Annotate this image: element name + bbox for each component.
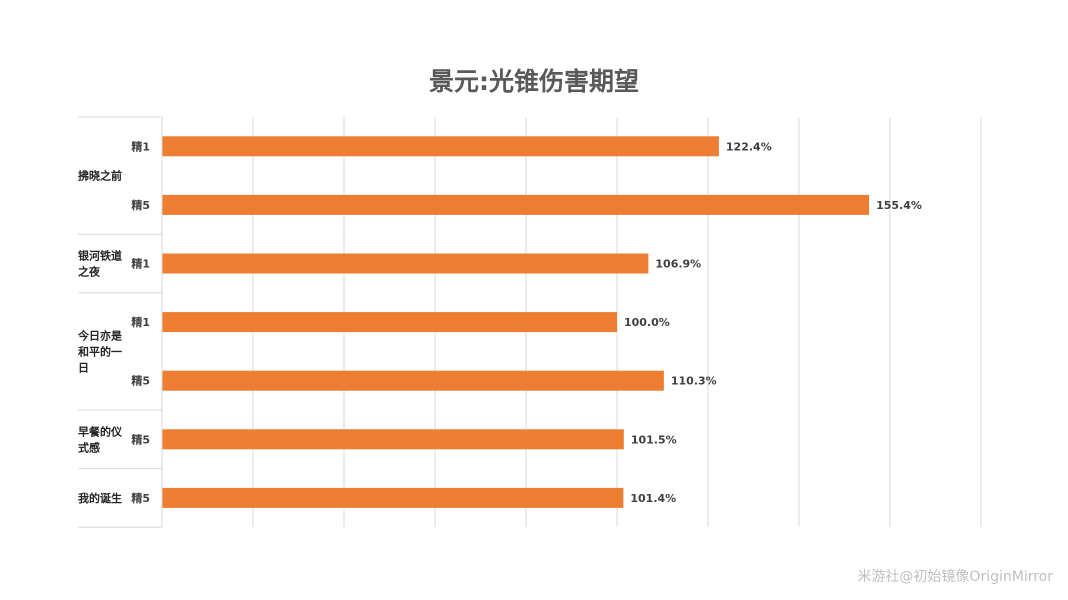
bar-value-label: 101.4% <box>630 492 676 505</box>
bar-4-0 <box>162 487 624 508</box>
category-label: 今日亦是 <box>77 328 123 342</box>
category-label: 拂晓之前 <box>78 169 122 183</box>
bar-0-1 <box>162 194 870 215</box>
bar-value-label: 122.4% <box>726 140 772 153</box>
category-label: 早餐的仪 <box>78 424 123 438</box>
bar-sublabel: 精5 <box>131 432 150 446</box>
category-label: 银河铁道 <box>78 249 122 263</box>
bar-value-label: 106.9% <box>655 258 701 271</box>
category-label: 我的诞生 <box>78 491 122 505</box>
bar-value-label: 101.5% <box>631 433 677 446</box>
chart-title: 景元:光锥伤害期望 <box>429 67 639 96</box>
bar-sublabel: 精5 <box>131 198 150 212</box>
bar-sublabel: 精1 <box>131 139 150 153</box>
bar-value-label: 155.4% <box>876 199 922 212</box>
bar-3-0 <box>162 429 624 450</box>
bar-0-0 <box>162 136 719 157</box>
bar-value-label: 100.0% <box>624 316 670 329</box>
bar-1-0 <box>162 253 649 274</box>
bar-2-1 <box>162 370 664 391</box>
category-label: 日 <box>78 361 89 374</box>
bar-sublabel: 精5 <box>131 374 150 388</box>
bar-sublabel: 精1 <box>131 257 150 271</box>
watermark: 米游社@初始镜像OriginMirror <box>857 569 1053 585</box>
category-label: 和平的一 <box>78 344 122 358</box>
bar-sublabel: 精5 <box>131 491 150 505</box>
category-label: 式感 <box>78 440 100 454</box>
bar-value-label: 110.3% <box>671 375 717 388</box>
bar-2-0 <box>162 312 617 333</box>
bar-sublabel: 精1 <box>131 315 150 329</box>
category-label: 之夜 <box>78 265 101 279</box>
